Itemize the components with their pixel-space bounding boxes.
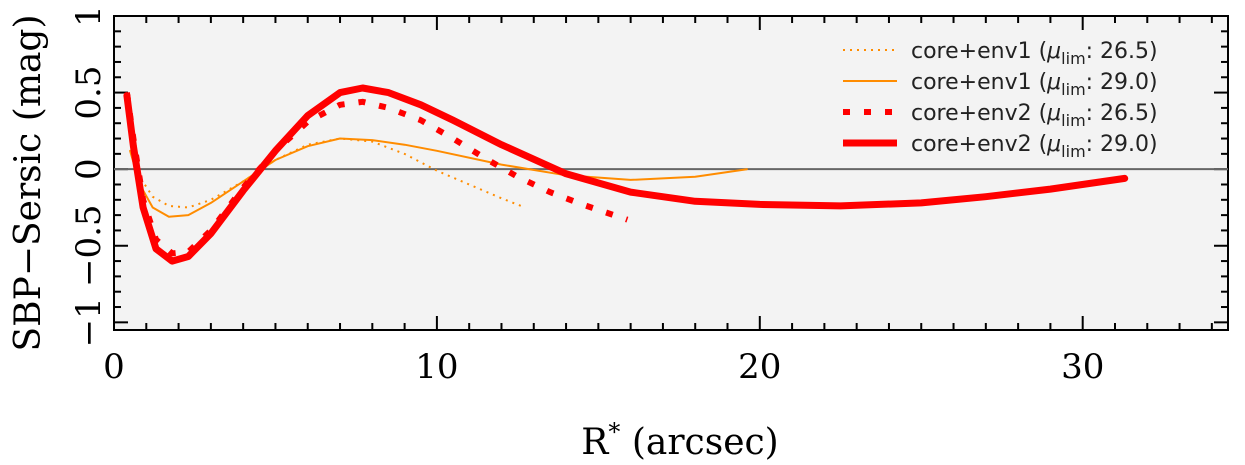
x-tick-label: 20 bbox=[738, 347, 781, 387]
series-lines bbox=[123, 84, 1129, 265]
y-axis-title: SBP−Sersic (mag) bbox=[8, 14, 49, 351]
legend: core+env1 (μlim: 26.5)core+env1 (μlim: 2… bbox=[843, 39, 1158, 161]
x-tick-label: 10 bbox=[415, 347, 458, 387]
legend-label-3: core+env2 (μlim: 26.5) bbox=[911, 101, 1158, 130]
x-tick-label: 0 bbox=[103, 347, 125, 387]
y-tick-label: −0.5 bbox=[69, 204, 109, 287]
y-tick-label: 0 bbox=[69, 158, 109, 180]
x-axis-title-superscript: * bbox=[608, 418, 620, 446]
series-line-4 bbox=[123, 84, 1129, 265]
tick-labels: 0 10 20 30 −1 −0.5 0 0.5 1 bbox=[69, 5, 1104, 387]
x-axis-title-unit: (arcsec) bbox=[620, 422, 778, 463]
legend-label-4: core+env2 (μlim: 29.0) bbox=[911, 132, 1158, 161]
x-axis-title: R* (arcsec) bbox=[581, 418, 778, 463]
y-tick-label: −1 bbox=[69, 297, 109, 347]
x-tick-label: 30 bbox=[1061, 347, 1104, 387]
y-tick-label: 0.5 bbox=[69, 66, 109, 120]
legend-label-1: core+env1 (μlim: 26.5) bbox=[911, 39, 1158, 68]
legend-label-2: core+env1 (μlim: 29.0) bbox=[911, 70, 1158, 99]
series-line-3 bbox=[123, 92, 629, 257]
y-tick-label: 1 bbox=[69, 5, 109, 27]
plot-area bbox=[113, 15, 1229, 331]
x-axis-title-symbol: R bbox=[581, 422, 609, 463]
